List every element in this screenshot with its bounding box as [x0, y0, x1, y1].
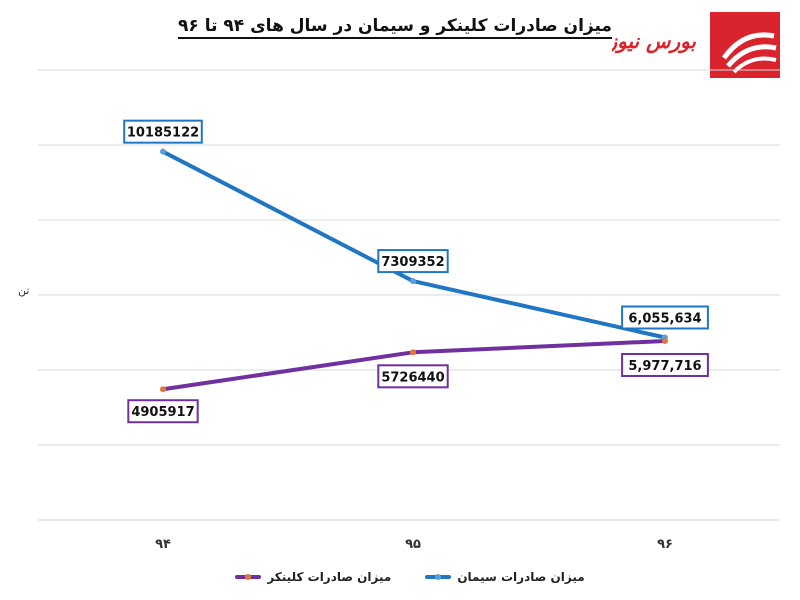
bourse-news-logo: بورس نیوز	[612, 12, 780, 78]
data-label-box	[621, 305, 709, 330]
data-label: 7309352	[381, 255, 444, 270]
data-label: 10185122	[127, 126, 199, 141]
data-label: 5726440	[381, 370, 444, 385]
legend-label-clinker: میزان صادرات کلینکر	[267, 570, 392, 584]
chart-title: میزان صادرات کلینکر و سیمان در سال های ۹…	[160, 16, 630, 39]
data-point	[160, 148, 166, 155]
data-point	[662, 338, 668, 345]
series-line	[161, 149, 667, 340]
data-point	[410, 278, 416, 285]
data-point	[410, 349, 416, 356]
svg-text:بورس نیوز: بورس نیوز	[612, 29, 696, 54]
data-label-box	[377, 249, 449, 274]
x-tick-label: ۹۵	[405, 537, 421, 552]
data-label-box	[127, 399, 199, 424]
data-label-box	[123, 119, 203, 144]
x-tick-label: ۹۶	[657, 537, 673, 552]
data-label-box	[621, 353, 709, 378]
legend-item-cement: میزان صادرات سیمان	[425, 570, 585, 584]
y-axis-label: تن	[18, 284, 30, 297]
data-label: 5,977,716	[628, 359, 701, 374]
legend-item-clinker: میزان صادرات کلینکر	[235, 570, 391, 584]
legend-swatch-clinker	[235, 574, 262, 580]
data-label-box	[377, 364, 449, 389]
legend-label-cement: میزان صادرات سیمان	[457, 570, 585, 584]
legend-swatch-cement	[425, 574, 452, 580]
data-label: 6,055,634	[628, 311, 701, 326]
legend: میزان صادرات سیمان میزان صادرات کلینکر	[230, 570, 590, 584]
data-label: 4905917	[131, 405, 194, 420]
data-point	[160, 386, 166, 393]
x-tick-label: ۹۴	[155, 537, 171, 552]
